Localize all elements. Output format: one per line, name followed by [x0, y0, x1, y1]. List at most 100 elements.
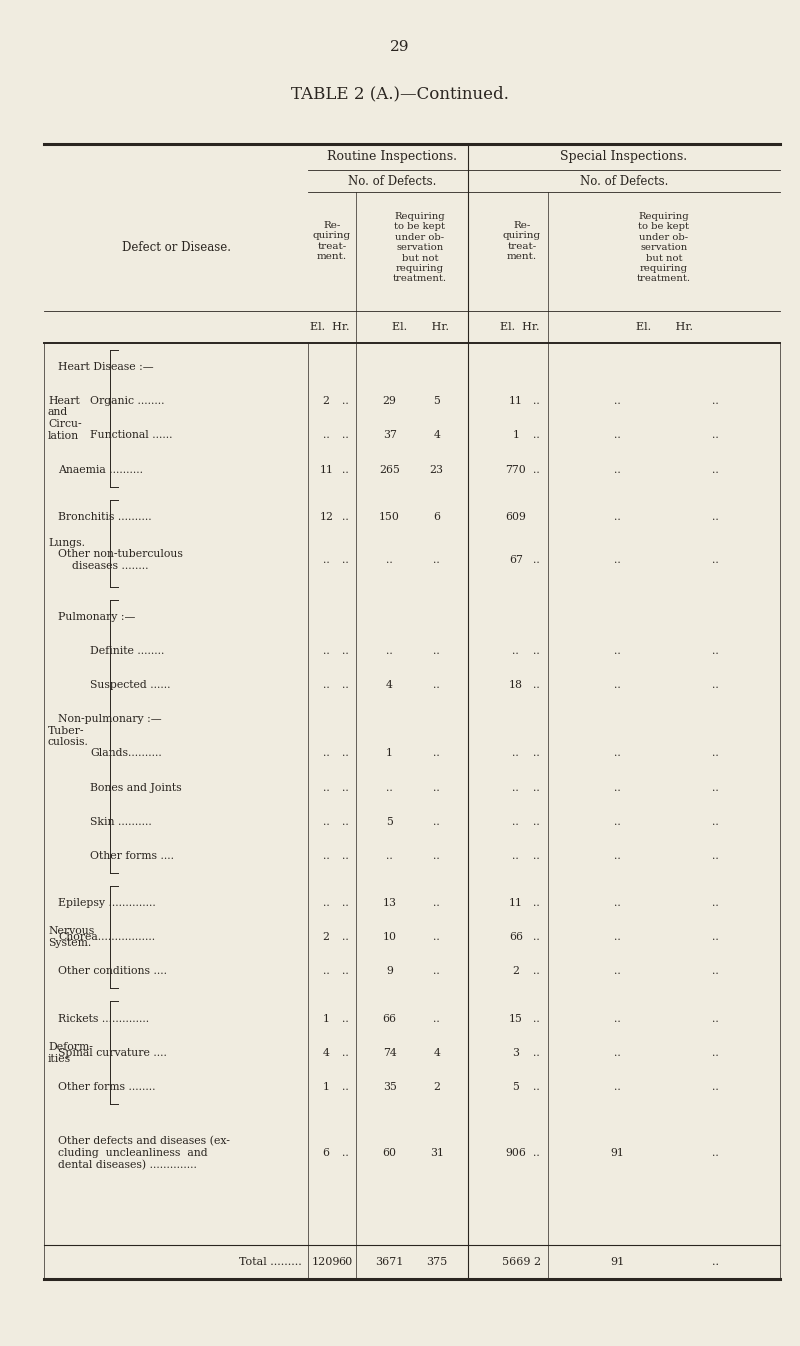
Text: Heart
and
Circu-
lation: Heart and Circu- lation [48, 396, 82, 440]
Text: ..: .. [323, 646, 330, 656]
Text: 1: 1 [386, 748, 393, 758]
Text: 12: 12 [319, 511, 334, 522]
Text: ..: .. [614, 396, 621, 406]
Text: ..: .. [323, 680, 330, 690]
Text: Deform-
ities: Deform- ities [48, 1042, 93, 1063]
Text: ..: .. [512, 851, 519, 861]
Text: El.  Hr.: El. Hr. [500, 322, 539, 332]
Text: 2: 2 [512, 966, 519, 976]
Text: ..: .. [614, 748, 621, 758]
Text: ..: .. [712, 966, 718, 976]
Text: ..: .. [342, 898, 349, 909]
Text: ..: .. [533, 431, 540, 440]
Text: ..: .. [712, 748, 718, 758]
Text: 67: 67 [509, 556, 522, 565]
Text: 13: 13 [382, 898, 397, 909]
Text: 5: 5 [434, 396, 440, 406]
Text: ..: .. [323, 966, 330, 976]
Text: 29: 29 [382, 396, 397, 406]
Text: ..: .. [614, 782, 621, 793]
Text: El.       Hr.: El. Hr. [391, 322, 449, 332]
Text: ..: .. [323, 431, 330, 440]
Text: ..: .. [533, 817, 540, 826]
Text: 60: 60 [338, 1257, 353, 1267]
Text: Other conditions ....: Other conditions .... [58, 966, 167, 976]
Text: ..: .. [712, 898, 718, 909]
Text: 11: 11 [509, 898, 522, 909]
Text: 91: 91 [610, 1148, 625, 1158]
Text: ..: .. [386, 556, 393, 565]
Text: 11: 11 [319, 464, 334, 475]
Text: 6: 6 [322, 1148, 330, 1158]
Text: ..: .. [323, 817, 330, 826]
Text: 2: 2 [433, 1082, 440, 1092]
Text: 66: 66 [509, 933, 522, 942]
Text: ..: .. [711, 1257, 718, 1267]
Text: ..: .. [434, 748, 440, 758]
Text: ..: .. [533, 680, 540, 690]
Text: Re-
quiring
treat-
ment.: Re- quiring treat- ment. [313, 221, 351, 261]
Text: 37: 37 [382, 431, 397, 440]
Text: ..: .. [323, 556, 330, 565]
Text: ..: .. [342, 511, 349, 522]
Text: TABLE 2 (A.)—Continued.: TABLE 2 (A.)—Continued. [291, 86, 509, 102]
Text: ..: .. [512, 748, 519, 758]
Text: ..: .. [533, 1047, 540, 1058]
Text: Requiring
to be kept
under ob-
servation
but not
requiring
treatment.: Requiring to be kept under ob- servation… [393, 211, 447, 284]
Text: 4: 4 [434, 1047, 440, 1058]
Text: El.       Hr.: El. Hr. [635, 322, 693, 332]
Text: Bones and Joints: Bones and Joints [90, 782, 182, 793]
Text: El.  Hr.: El. Hr. [310, 322, 350, 332]
Text: 906: 906 [506, 1148, 526, 1158]
Text: 1: 1 [322, 1014, 330, 1023]
Text: No. of Defects.: No. of Defects. [580, 175, 668, 187]
Text: ..: .. [712, 782, 718, 793]
Text: ..: .. [323, 898, 330, 909]
Text: Epilepsy ..............: Epilepsy .............. [58, 898, 156, 909]
Text: Spinal curvature ....: Spinal curvature .... [58, 1047, 167, 1058]
Text: Glands..........: Glands.......... [90, 748, 162, 758]
Text: 5669: 5669 [502, 1257, 530, 1267]
Text: Special Inspections.: Special Inspections. [561, 151, 687, 163]
Text: ..: .. [533, 851, 540, 861]
Text: 91: 91 [610, 1257, 625, 1267]
Text: ..: .. [434, 1014, 440, 1023]
Text: Definite ........: Definite ........ [90, 646, 165, 656]
Text: ..: .. [434, 782, 440, 793]
Text: 770: 770 [506, 464, 526, 475]
Text: ..: .. [712, 933, 718, 942]
Text: ..: .. [342, 431, 349, 440]
Text: 2: 2 [322, 396, 330, 406]
Text: Routine Inspections.: Routine Inspections. [327, 151, 457, 163]
Text: Bronchitis ..........: Bronchitis .......... [58, 511, 152, 522]
Text: ..: .. [614, 933, 621, 942]
Text: Other forms ....: Other forms .... [90, 851, 174, 861]
Text: ..: .. [614, 898, 621, 909]
Text: ..: .. [614, 966, 621, 976]
Text: Total .........: Total ......... [239, 1257, 302, 1267]
Text: 3671: 3671 [375, 1257, 404, 1267]
Text: ..: .. [386, 782, 393, 793]
Text: ..: .. [323, 748, 330, 758]
Text: ..: .. [342, 680, 349, 690]
Text: Suspected ......: Suspected ...... [90, 680, 171, 690]
Text: Anaemia ..........: Anaemia .......... [58, 464, 143, 475]
Text: ..: .. [434, 933, 440, 942]
Text: 15: 15 [509, 1014, 522, 1023]
Text: ..: .. [712, 464, 718, 475]
Text: ..: .. [323, 851, 330, 861]
Text: Lungs.: Lungs. [48, 538, 85, 548]
Text: ..: .. [614, 680, 621, 690]
Text: 609: 609 [506, 511, 526, 522]
Text: ..: .. [342, 966, 349, 976]
Text: ..: .. [434, 646, 440, 656]
Text: ..: .. [712, 851, 718, 861]
Text: 3: 3 [512, 1047, 519, 1058]
Text: Skin ..........: Skin .......... [90, 817, 152, 826]
Text: ..: .. [712, 556, 718, 565]
Text: ..: .. [533, 646, 540, 656]
Text: 150: 150 [379, 511, 400, 522]
Text: ..: .. [712, 680, 718, 690]
Text: ..: .. [342, 1148, 349, 1158]
Text: ..: .. [342, 748, 349, 758]
